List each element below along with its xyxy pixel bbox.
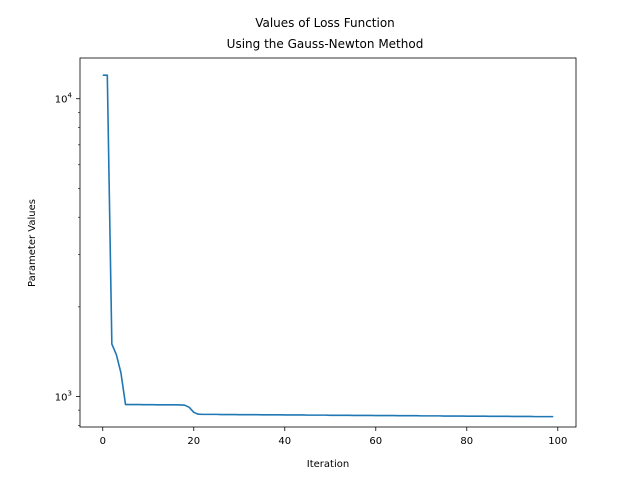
plot-area: [79, 57, 577, 428]
chart-title: Values of Loss Function: [255, 16, 395, 30]
x-tick-label: 20: [187, 436, 200, 447]
series-line-0: [102, 74, 554, 418]
x-tick-label: 40: [278, 436, 291, 447]
x-tick-label: 80: [460, 436, 473, 447]
axes-frame: [79, 57, 577, 428]
x-tick-label: 60: [369, 436, 382, 447]
x-tick-label: 0: [100, 436, 106, 447]
y-axis: 103 104: [55, 92, 80, 426]
y-tick-label: 104: [55, 92, 73, 106]
chart-subtitle: Using the Gauss-Newton Method: [227, 37, 424, 51]
x-axis-label: Iteration: [307, 459, 349, 470]
x-axis: 0 20 40 60 80 100: [100, 427, 567, 447]
x-tick-label: 100: [548, 436, 567, 447]
y-tick-label: 103: [55, 390, 72, 404]
y-axis-label: Parameter Values: [27, 199, 38, 287]
